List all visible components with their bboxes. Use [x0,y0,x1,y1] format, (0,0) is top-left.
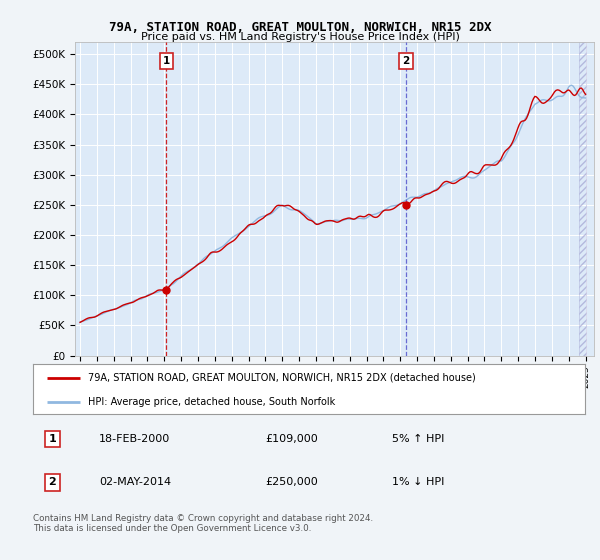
Text: 18-FEB-2000: 18-FEB-2000 [99,434,170,444]
Text: 2: 2 [403,57,410,66]
Text: £109,000: £109,000 [265,434,317,444]
Text: 1: 1 [49,434,56,444]
Text: 5% ↑ HPI: 5% ↑ HPI [392,434,444,444]
Text: 1% ↓ HPI: 1% ↓ HPI [392,477,444,487]
Text: 2: 2 [49,477,56,487]
Text: Contains HM Land Registry data © Crown copyright and database right 2024.
This d: Contains HM Land Registry data © Crown c… [33,514,373,534]
Text: Price paid vs. HM Land Registry's House Price Index (HPI): Price paid vs. HM Land Registry's House … [140,32,460,43]
Text: HPI: Average price, detached house, South Norfolk: HPI: Average price, detached house, Sout… [88,397,335,407]
Text: 1: 1 [163,57,170,66]
Text: £250,000: £250,000 [265,477,317,487]
Text: 02-MAY-2014: 02-MAY-2014 [99,477,172,487]
Text: 79A, STATION ROAD, GREAT MOULTON, NORWICH, NR15 2DX: 79A, STATION ROAD, GREAT MOULTON, NORWIC… [109,21,491,34]
Text: 79A, STATION ROAD, GREAT MOULTON, NORWICH, NR15 2DX (detached house): 79A, STATION ROAD, GREAT MOULTON, NORWIC… [88,372,476,382]
